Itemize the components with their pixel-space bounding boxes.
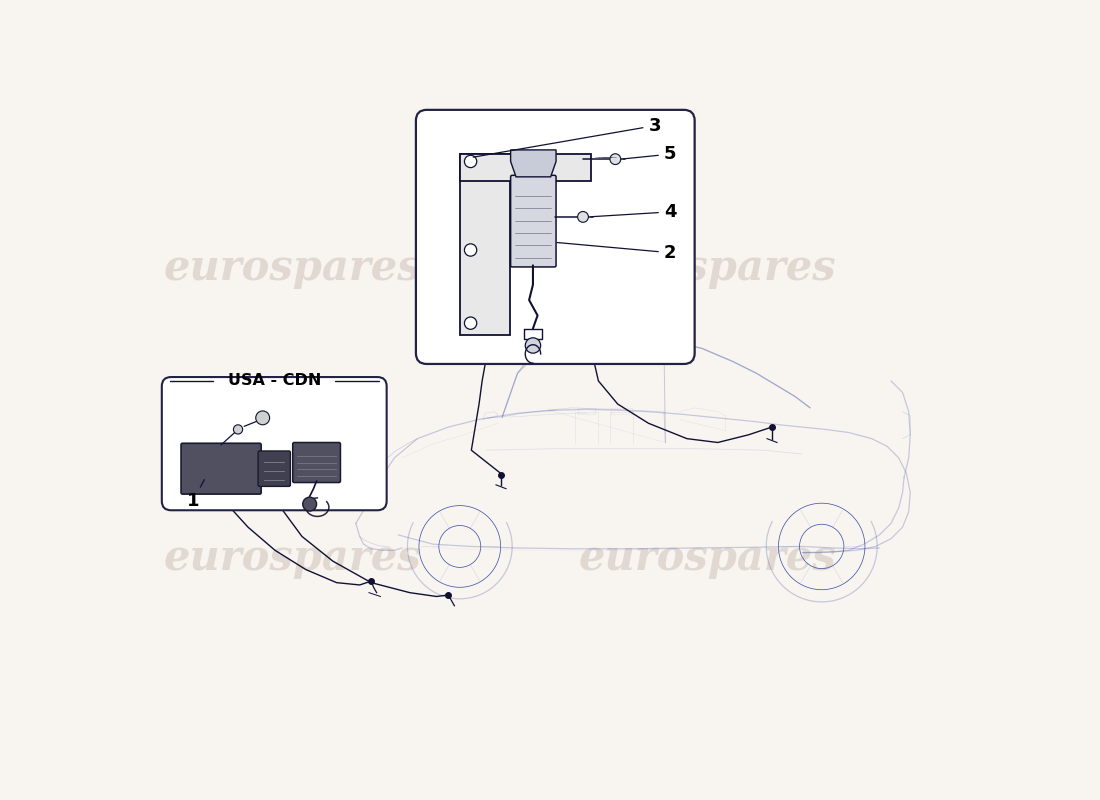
Text: 5: 5 xyxy=(624,145,676,163)
FancyBboxPatch shape xyxy=(182,443,261,494)
Text: 1: 1 xyxy=(186,479,205,510)
Circle shape xyxy=(464,155,476,168)
Circle shape xyxy=(464,244,476,256)
FancyBboxPatch shape xyxy=(416,110,695,364)
Polygon shape xyxy=(510,150,556,177)
Text: 2: 2 xyxy=(558,242,676,262)
FancyBboxPatch shape xyxy=(510,175,556,267)
Text: eurospares: eurospares xyxy=(579,537,837,579)
Circle shape xyxy=(578,211,588,222)
Text: USA - CDN: USA - CDN xyxy=(228,374,321,388)
FancyBboxPatch shape xyxy=(460,154,591,181)
FancyBboxPatch shape xyxy=(460,154,510,334)
Text: eurospares: eurospares xyxy=(164,247,421,290)
Circle shape xyxy=(609,154,620,165)
Circle shape xyxy=(233,425,243,434)
FancyBboxPatch shape xyxy=(258,451,290,486)
Text: 3: 3 xyxy=(473,117,661,157)
Circle shape xyxy=(255,411,270,425)
Text: eurospares: eurospares xyxy=(164,537,421,579)
Text: eurospares: eurospares xyxy=(579,247,837,290)
Circle shape xyxy=(302,497,317,511)
Circle shape xyxy=(526,338,541,353)
FancyBboxPatch shape xyxy=(293,442,341,482)
Circle shape xyxy=(464,317,476,330)
Text: 4: 4 xyxy=(591,203,676,221)
FancyBboxPatch shape xyxy=(162,377,387,510)
